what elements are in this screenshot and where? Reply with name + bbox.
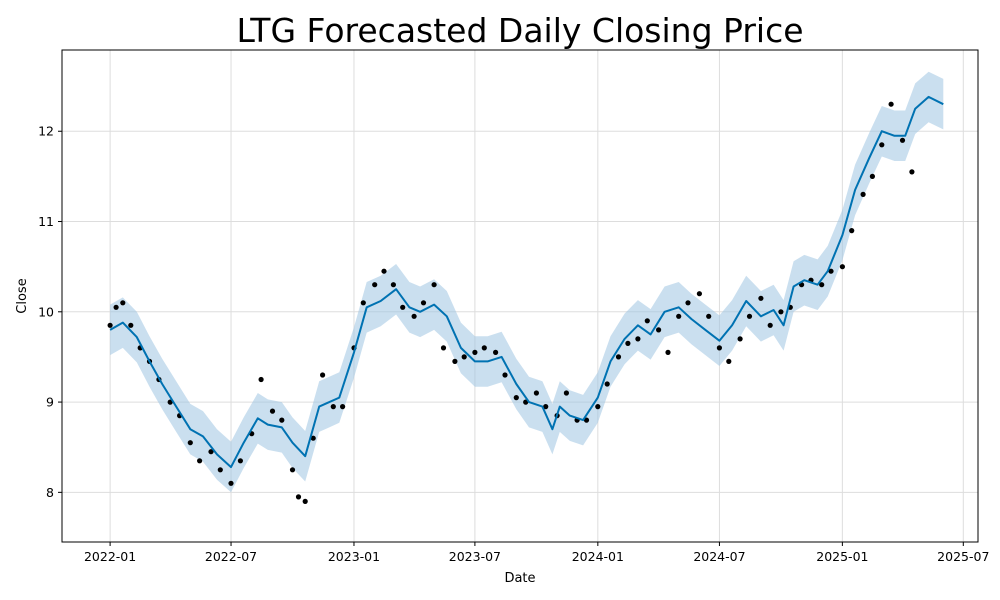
x-tick-label: 2025-01 [816, 549, 868, 564]
observed-point [113, 304, 119, 310]
observed-point [330, 404, 336, 410]
observed-point [778, 309, 784, 315]
x-tick-label: 2023-01 [328, 549, 380, 564]
observed-point [128, 322, 134, 328]
observed-point [869, 173, 876, 179]
forecast-line [109, 95, 944, 469]
observed-point [502, 372, 508, 378]
y-tick-label: 9 [46, 395, 54, 410]
observed-point [120, 300, 126, 306]
observed-point [615, 354, 622, 360]
observed-point [676, 313, 682, 319]
observed-point [758, 295, 764, 301]
observed-point [696, 291, 703, 297]
forecast-line-path [109, 95, 944, 469]
observed-point [107, 322, 113, 328]
observed-point [320, 372, 326, 378]
observed-point [737, 336, 743, 342]
observed-point [665, 349, 671, 355]
observed-point [472, 349, 478, 355]
observed-point [879, 142, 885, 148]
observed-point [461, 354, 467, 360]
y-axis-ticks: 8 9 10 11 12 [38, 124, 62, 500]
observed-point [390, 282, 396, 288]
observed-point [400, 304, 406, 310]
uncertainty-band [110, 71, 944, 493]
observed-point [420, 300, 427, 306]
observed-point [295, 494, 302, 500]
x-axis-ticks: 2022-01 2022-07 2023-01 2023-07 2024-01 2024-… [84, 542, 989, 564]
plot-frame [61, 49, 979, 543]
observed-point [726, 358, 732, 364]
observed-point [513, 395, 519, 401]
x-tick-label: 2022-07 [205, 549, 257, 564]
observed-point [493, 349, 499, 355]
observed-point [237, 458, 243, 464]
observed-point [258, 376, 264, 383]
observed-point [909, 169, 915, 175]
observed-point [595, 404, 601, 410]
observed-point [543, 404, 549, 410]
observed-point [563, 390, 570, 396]
observed-point [849, 228, 855, 234]
observed-point [381, 268, 387, 274]
x-tick-label: 2025-07 [937, 549, 989, 564]
observed-point [310, 435, 316, 441]
observed-point [340, 404, 346, 410]
y-tick-label: 8 [46, 485, 54, 500]
observed-point [269, 408, 276, 414]
observed-point [360, 300, 366, 306]
observed-point [289, 467, 296, 473]
observed-point [583, 417, 590, 423]
x-axis-label: Date [504, 571, 535, 586]
y-axis-label: Close [15, 278, 30, 313]
observed-point [431, 282, 437, 288]
x-tick-label: 2024-01 [572, 549, 624, 564]
observed-point [828, 268, 834, 274]
observed-point [440, 345, 447, 351]
observed-point [716, 345, 723, 351]
observed-point [819, 282, 825, 288]
y-tick-label: 12 [38, 124, 54, 139]
observed-point [839, 264, 846, 270]
observed-point [279, 417, 285, 423]
observed-point [187, 440, 193, 446]
observed-point [685, 300, 691, 306]
observed-point [452, 358, 458, 364]
chart-title: LTG Forecasted Daily Closing Price [236, 11, 803, 50]
observed-point [217, 467, 223, 473]
uncertainty-band-area [110, 71, 944, 493]
x-tick-label: 2022-01 [84, 549, 136, 564]
x-tick-label: 2023-07 [449, 549, 501, 564]
observed-point [656, 327, 662, 333]
x-tick-label: 2024-07 [693, 549, 745, 564]
observed-point [860, 191, 866, 197]
observed-point [888, 101, 894, 107]
observed-point [228, 480, 234, 486]
observed-point [746, 313, 753, 319]
observed-point [208, 449, 214, 455]
observed-point [411, 313, 417, 319]
observed-point [767, 322, 773, 328]
y-tick-label: 10 [38, 304, 54, 319]
grid-lines [62, 50, 978, 542]
y-tick-label: 11 [38, 214, 54, 229]
observed-point [604, 381, 610, 387]
observed-point [706, 313, 712, 319]
observed-point [644, 318, 650, 324]
observed-point [899, 137, 906, 143]
observed-point [302, 498, 308, 504]
observed-point [625, 340, 631, 346]
observed-point [635, 336, 641, 342]
observed-point [197, 458, 203, 464]
observed-point [481, 345, 487, 351]
observed-point [533, 390, 540, 396]
observed-point [372, 282, 378, 288]
